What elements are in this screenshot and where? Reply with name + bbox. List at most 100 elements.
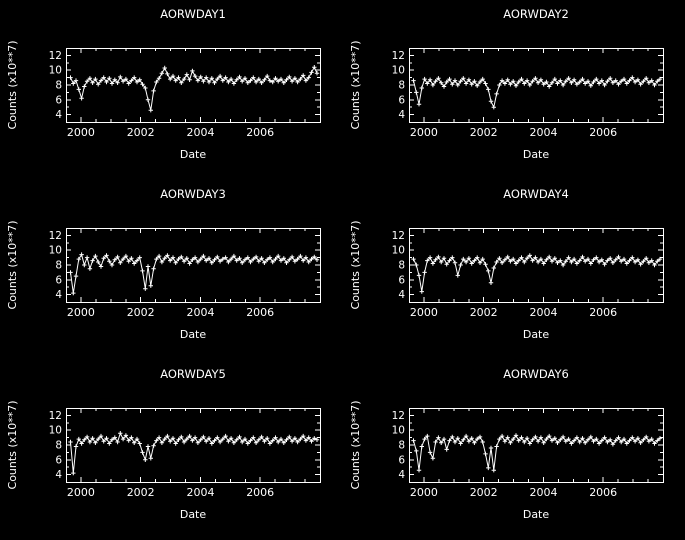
y-axis-label: Counts (x10**7) [349, 41, 362, 130]
x-tick-label: 2004 [187, 306, 215, 319]
x-axis-label: Date [180, 148, 207, 161]
x-tick-label: 2000 [67, 306, 95, 319]
y-tick-label: 12 [49, 410, 62, 422]
y-tick-label: 10 [49, 65, 62, 77]
plot-svg-2: AORWDAY2 Date Counts (x10**7) 2000 2002 2004 2… [349, 7, 664, 161]
y-tick-label: 4 [398, 109, 405, 121]
y-axis-label: Counts (x10**7) [6, 221, 19, 310]
data-series-markers [68, 431, 320, 476]
y-tick-label: 4 [398, 289, 405, 301]
plot-title: AORWDAY5 [160, 367, 226, 381]
y-tick-label: 10 [392, 245, 405, 257]
x-tick-label: 2000 [410, 486, 438, 499]
y-tick-label: 8 [398, 440, 405, 452]
x-tick-label: 2000 [410, 126, 438, 139]
y-tick-label: 4 [398, 469, 405, 481]
chart-panel-1: AORWDAY1 Date Counts (x10**7) 2000 2002 2004 2… [0, 0, 342, 180]
plot-title: AORWDAY6 [503, 367, 569, 381]
y-tick-label: 6 [55, 274, 62, 286]
x-axis-label: Date [180, 508, 207, 521]
x-tick-label: 2002 [127, 306, 155, 319]
chart-panel-6: AORWDAY6 Date Counts (x10**7) 2000 2002 2004 2… [343, 360, 685, 540]
x-tick-label: 2006 [246, 306, 274, 319]
y-tick-label: 6 [398, 94, 405, 106]
x-axis-label: Date [523, 508, 550, 521]
y-tick-label: 6 [55, 94, 62, 106]
y-tick-label: 12 [49, 50, 62, 62]
x-tick-label: 2004 [530, 306, 558, 319]
plot-title: AORWDAY2 [503, 7, 569, 21]
x-tick-label: 2004 [187, 126, 215, 139]
y-tick-label: 10 [392, 65, 405, 77]
data-series-markers [411, 75, 663, 110]
plot-svg-5: AORWDAY5 Date Counts (x10**7) 2000 2002 2004 2… [6, 367, 321, 521]
x-tick-label: 2006 [246, 486, 274, 499]
x-tick-label: 2000 [410, 306, 438, 319]
x-tick-label: 2002 [127, 486, 155, 499]
y-tick-label: 12 [392, 410, 405, 422]
y-tick-label: 8 [398, 80, 405, 92]
axes-frame [66, 228, 321, 303]
x-tick-label: 2004 [530, 126, 558, 139]
axis-ticks [409, 48, 663, 122]
axis-ticks [66, 228, 320, 302]
x-tick-label: 2006 [589, 126, 617, 139]
axes-frame [66, 48, 321, 123]
plot-svg-6: AORWDAY6 Date Counts (x10**7) 2000 2002 2004 2… [349, 367, 664, 521]
x-axis-label: Date [180, 328, 207, 341]
y-tick-label: 4 [55, 109, 62, 121]
chart-panel-2: AORWDAY2 Date Counts (x10**7) 2000 2002 2004 2… [343, 0, 685, 180]
axes-frame [409, 228, 664, 303]
y-tick-label: 6 [398, 454, 405, 466]
y-tick-label: 8 [55, 440, 62, 452]
y-axis-label: Counts (x10**7) [6, 41, 19, 130]
y-tick-label: 8 [55, 260, 62, 272]
x-tick-label: 2006 [589, 306, 617, 319]
data-series-markers [68, 65, 320, 113]
y-tick-label: 6 [55, 454, 62, 466]
y-tick-label: 10 [392, 425, 405, 437]
x-tick-label: 2002 [470, 126, 498, 139]
plot-svg-1: AORWDAY1 Date Counts (x10**7) 2000 2002 2004 2… [6, 7, 321, 161]
y-tick-label: 10 [49, 245, 62, 257]
y-axis-label: Counts (x10**7) [6, 401, 19, 490]
x-axis-label: Date [523, 148, 550, 161]
y-tick-label: 12 [392, 50, 405, 62]
x-tick-label: 2002 [470, 306, 498, 319]
x-tick-label: 2004 [187, 486, 215, 499]
x-tick-label: 2004 [530, 486, 558, 499]
chart-panel-5: AORWDAY5 Date Counts (x10**7) 2000 2002 2004 2… [0, 360, 342, 540]
y-tick-label: 8 [398, 260, 405, 272]
y-axis-label: Counts (x10**7) [349, 221, 362, 310]
y-tick-label: 6 [398, 274, 405, 286]
plot-svg-4: AORWDAY4 Date Counts (x10**7) 2000 2002 2004 2… [349, 187, 664, 341]
y-tick-label: 12 [49, 230, 62, 242]
data-series-markers [411, 253, 663, 294]
y-tick-label: 12 [392, 230, 405, 242]
data-series-line [413, 76, 661, 109]
y-axis-label: Counts (x10**7) [349, 401, 362, 490]
y-tick-label: 10 [49, 425, 62, 437]
x-tick-label: 2002 [127, 126, 155, 139]
x-axis-label: Date [523, 328, 550, 341]
y-tick-label: 8 [55, 80, 62, 92]
axes-frame [66, 408, 321, 483]
y-tick-label: 4 [55, 289, 62, 301]
data-series-markers [411, 433, 663, 473]
plot-title: AORWDAY1 [160, 7, 226, 21]
axis-ticks [66, 48, 320, 122]
chart-panel-4: AORWDAY4 Date Counts (x10**7) 2000 2002 2004 2… [343, 180, 685, 360]
axis-ticks [409, 228, 663, 302]
x-tick-label: 2000 [67, 126, 95, 139]
axis-ticks [66, 408, 320, 482]
axes-frame [409, 48, 664, 123]
x-tick-label: 2006 [246, 126, 274, 139]
plot-svg-3: AORWDAY3 Date Counts (x10**7) 2000 2002 2004 2… [6, 187, 321, 341]
axis-ticks [409, 408, 663, 482]
plot-title: AORWDAY4 [503, 187, 569, 201]
chart-panel-3: AORWDAY3 Date Counts (x10**7) 2000 2002 2004 2… [0, 180, 342, 360]
x-tick-label: 2000 [67, 486, 95, 499]
data-series-line [70, 66, 318, 111]
data-series-markers [68, 252, 320, 296]
